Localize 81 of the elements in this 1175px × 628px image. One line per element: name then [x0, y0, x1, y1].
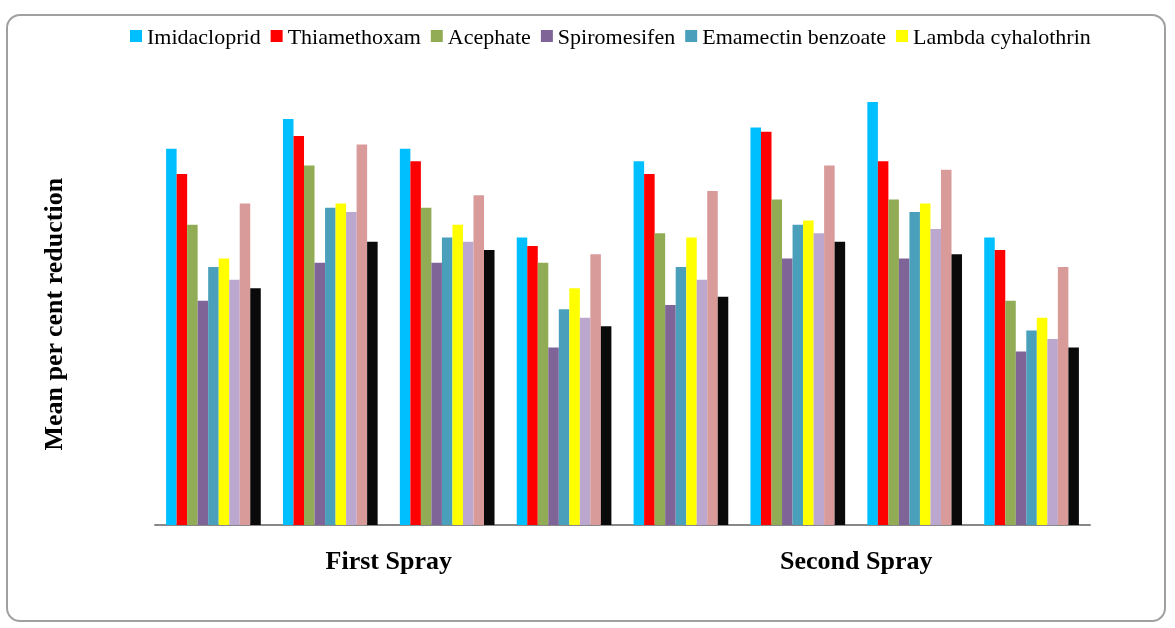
text: Second Spray [780, 545, 933, 575]
bar [239, 203, 251, 525]
bar [335, 203, 347, 525]
bar [314, 262, 326, 525]
bar [771, 199, 783, 525]
bar [516, 237, 528, 525]
bar [984, 237, 995, 525]
bar [792, 224, 804, 525]
bar [579, 317, 591, 525]
bar [909, 212, 920, 525]
legend-label: Thiamethoxam [287, 23, 421, 49]
bar [176, 174, 188, 525]
bar [558, 309, 570, 525]
bar [325, 207, 336, 525]
bar [686, 237, 697, 525]
bar [473, 195, 484, 525]
bar [293, 135, 305, 525]
bar [250, 288, 261, 525]
bar [940, 169, 952, 525]
bar [208, 267, 219, 525]
legend-label: Emamectin benzoate [702, 23, 887, 49]
bar [654, 233, 666, 525]
bar [707, 190, 718, 525]
bar [867, 102, 878, 525]
bar [527, 245, 538, 525]
bar [229, 279, 240, 525]
bar [197, 300, 209, 525]
bar [1036, 317, 1048, 525]
bar [1026, 330, 1037, 525]
legend-label: Spiromesifen [557, 23, 676, 49]
bar [644, 174, 655, 525]
bar [877, 161, 889, 525]
bar [441, 237, 453, 525]
bar [750, 127, 761, 525]
bar [410, 161, 421, 525]
bar [824, 165, 835, 525]
bar [1057, 267, 1069, 525]
bar [187, 224, 198, 525]
bar [590, 254, 601, 525]
bar [930, 228, 941, 525]
bar [994, 250, 1006, 525]
bar [888, 199, 899, 525]
legend-label: Imidacloprid [147, 23, 261, 49]
bar [431, 262, 442, 525]
bar [813, 233, 825, 525]
bar [717, 296, 729, 525]
bar [834, 241, 846, 525]
text: First Spray [325, 545, 452, 575]
bar [420, 207, 432, 525]
legend-label: Lambda cyhalothrin [913, 23, 1091, 49]
bar [346, 212, 357, 525]
bar [633, 161, 645, 525]
bar [367, 241, 378, 525]
bar [600, 326, 612, 525]
bar [1047, 338, 1058, 525]
bar [951, 254, 963, 525]
bar [782, 258, 793, 525]
bar [537, 262, 549, 525]
bar [1068, 347, 1079, 525]
legend-label: Acephate [447, 23, 531, 49]
bar [919, 203, 931, 525]
bar [282, 119, 294, 525]
bar [761, 131, 772, 525]
bar [1005, 300, 1016, 525]
bar [803, 220, 814, 525]
bar [356, 144, 368, 525]
bar [304, 165, 315, 525]
bar [166, 148, 177, 525]
bar [399, 148, 411, 525]
bar [898, 258, 910, 525]
bar [462, 241, 474, 525]
bar [548, 347, 559, 525]
bar [696, 279, 708, 525]
bar [218, 258, 230, 525]
bar [452, 224, 463, 525]
y-axis-title: Mean per cent reduction [38, 177, 68, 451]
bar [675, 267, 687, 525]
bar [569, 288, 580, 525]
bar [484, 250, 495, 525]
bar [1015, 351, 1027, 525]
bar [665, 305, 676, 525]
